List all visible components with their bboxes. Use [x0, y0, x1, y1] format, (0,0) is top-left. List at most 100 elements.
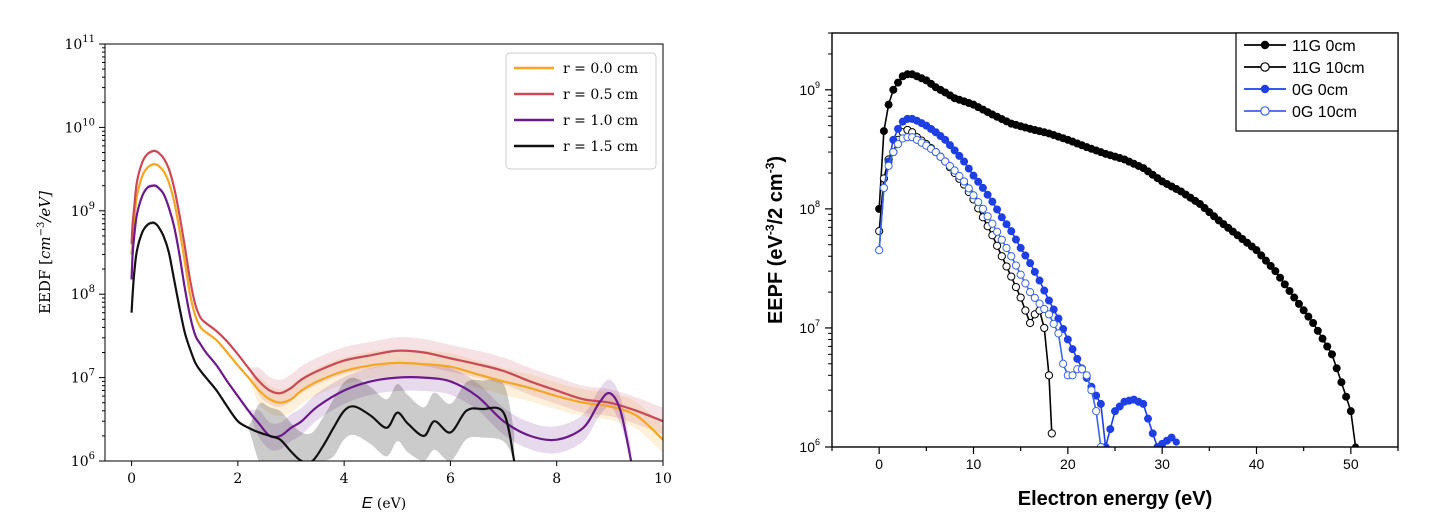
- data-point: [1252, 246, 1261, 255]
- data-point: [1082, 371, 1091, 380]
- data-point: [1007, 272, 1016, 281]
- series-line-1: [130, 163, 663, 441]
- x-axis-label: E (eV): [362, 495, 406, 512]
- data-point: [941, 135, 950, 144]
- data-point: [964, 164, 973, 173]
- series-line-2: [130, 149, 663, 423]
- legend: 11G 0cm 11G 10cm 0G 0cm 0G 10cm: [1235, 32, 1399, 132]
- right-chart-eepf: 0 10 20 30 40 50 106 107 108 109 Electron energy (…: [763, 32, 1399, 510]
- data-point: [1016, 270, 1025, 279]
- data-point: [1271, 267, 1280, 276]
- data-point: [955, 171, 964, 181]
- data-point: [1011, 235, 1020, 244]
- data-point: [1007, 227, 1016, 236]
- data-point: [1054, 314, 1063, 323]
- legend-label-2: r = 0.5 cm: [563, 87, 638, 103]
- x-tick-label: 10: [654, 471, 672, 487]
- data-point: [959, 177, 969, 186]
- data-point: [974, 197, 983, 207]
- data-point: [1016, 293, 1025, 302]
- left-chart-eedf: 0 2 4 6 8 10 106 107 108 109 1010 1011 E (eV) EEDF [c…: [36, 34, 672, 512]
- data-point: [1115, 402, 1124, 411]
- data-point: [879, 127, 888, 136]
- data-point: [1332, 364, 1341, 373]
- data-point: [988, 197, 997, 206]
- x-tick-label: 10: [966, 456, 982, 472]
- series-markers-4: [875, 133, 1105, 447]
- data-point: [1323, 342, 1332, 351]
- data-point: [1073, 354, 1082, 363]
- data-point: [992, 241, 1002, 250]
- data-point: [1313, 326, 1322, 335]
- y-tick-label: 107: [71, 368, 95, 387]
- data-point: [945, 141, 954, 150]
- data-point: [978, 204, 988, 213]
- x-tick-label: 6: [446, 471, 455, 487]
- data-point: [1030, 293, 1039, 302]
- data-point: [960, 157, 969, 166]
- data-point: [1172, 438, 1180, 446]
- x-tick-label: 0: [875, 456, 883, 472]
- data-point: [1351, 443, 1360, 447]
- data-point: [1068, 371, 1077, 380]
- legend-label-1: 11G 0cm: [1292, 38, 1356, 55]
- data-point: [1346, 407, 1355, 416]
- y-tick-label: 1011: [64, 34, 95, 53]
- data-point: [1299, 306, 1308, 315]
- legend-label-3: r = 1.0 cm: [563, 113, 638, 129]
- data-point: [1002, 262, 1011, 271]
- legend-label-3: 0G 0cm: [1292, 82, 1348, 99]
- data-point: [1021, 251, 1030, 260]
- x-tick-label: 4: [340, 471, 349, 487]
- data-point: [894, 124, 903, 133]
- data-point: [1337, 378, 1346, 387]
- data-point: [1068, 345, 1077, 354]
- plot-frame: [104, 43, 664, 462]
- legend-label-4: 0G 10cm: [1292, 104, 1357, 121]
- legend-marker-4: [1260, 106, 1270, 116]
- data-point: [884, 161, 893, 170]
- data-point: [1030, 267, 1039, 276]
- data-point: [1007, 252, 1016, 261]
- data-point: [1096, 399, 1105, 408]
- y-tick-label: 109: [71, 201, 95, 220]
- x-tick-label: 20: [1060, 456, 1076, 472]
- data-point: [1035, 299, 1044, 308]
- data-point: [1054, 329, 1063, 338]
- data-point: [1106, 425, 1115, 434]
- y-tick-label: 106: [799, 437, 820, 455]
- data-point: [978, 183, 987, 192]
- series-line-4: [130, 221, 516, 461]
- data-point: [1047, 429, 1056, 438]
- data-point: [1257, 251, 1266, 260]
- data-point: [875, 246, 884, 255]
- data-point: [1285, 286, 1294, 295]
- legend-label-2: 11G 10cm: [1292, 60, 1365, 77]
- y-tick-label: 108: [71, 284, 95, 303]
- data-point: [1016, 243, 1025, 252]
- data-point: [1049, 305, 1058, 314]
- data-point: [1167, 433, 1176, 442]
- data-point: [1280, 280, 1289, 289]
- data-point: [969, 191, 978, 200]
- data-point: [1049, 319, 1058, 328]
- data-point: [997, 235, 1006, 244]
- series-group: [875, 70, 1360, 447]
- data-point: [1139, 399, 1148, 408]
- series-lines: [130, 149, 663, 461]
- legend-box: [505, 52, 657, 170]
- data-point: [1021, 279, 1030, 288]
- series-line-3: [130, 184, 633, 461]
- legend-marker-2: [1260, 62, 1270, 72]
- uncertainty-bands: [131, 149, 663, 461]
- data-point: [997, 252, 1006, 261]
- y-axis-label: EEPF (eV-3/2 cm-3): [763, 156, 787, 324]
- data-point: [1002, 243, 1011, 253]
- legend-label-4: r = 1.5 cm: [563, 139, 638, 155]
- data-point: [1342, 392, 1351, 401]
- data-point: [1044, 296, 1053, 305]
- data-point: [1087, 386, 1096, 395]
- data-point: [1111, 407, 1120, 416]
- data-point: [889, 147, 898, 157]
- series-markers-1: [875, 70, 1360, 447]
